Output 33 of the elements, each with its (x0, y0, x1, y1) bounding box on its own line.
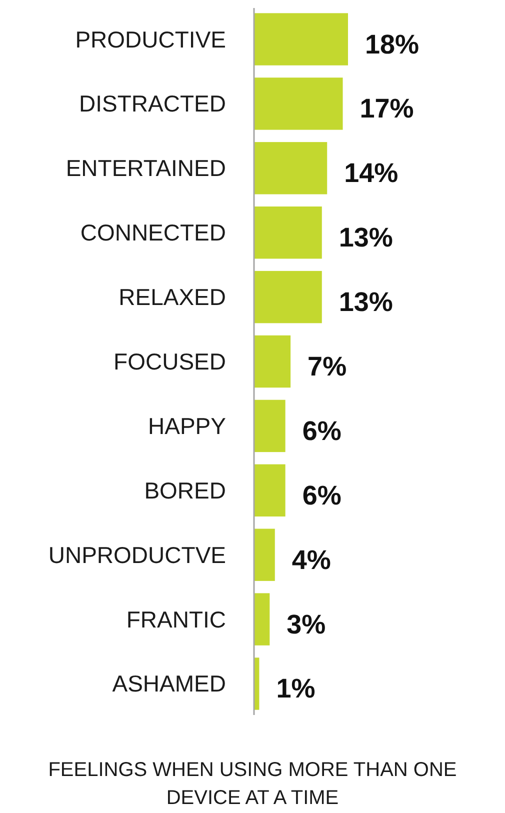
bar (254, 206, 322, 259)
y-tick-label: UNPRODUCTVE (48, 542, 226, 568)
y-tick-label: ENTERTAINED (66, 155, 226, 182)
y-tick-label: RELAXED (118, 284, 226, 310)
y-tick-label: HAPPY (148, 412, 226, 439)
bar (254, 270, 322, 324)
data-label: 13% (338, 287, 393, 318)
bar (254, 464, 286, 516)
bar (254, 142, 328, 194)
bar (254, 13, 348, 66)
text: FEELINGS WHEN USING MORE THAN ONE DEVICE AT A TIME (48, 759, 457, 809)
y-tick-label: ASHAMED (112, 670, 226, 697)
y-tick-label: DISTRACTED (79, 90, 226, 117)
data-label: 1% (276, 674, 316, 704)
data-label: 4% (292, 544, 331, 575)
data-label: 13% (338, 222, 393, 253)
y-tick-label: BORED (144, 477, 226, 504)
data-label: 18% (365, 29, 420, 60)
bar (254, 335, 291, 388)
data-label: 14% (344, 158, 398, 188)
data-label: 17% (360, 94, 414, 124)
data-label: 3% (286, 609, 326, 640)
y-tick-label: CONNECTED (80, 220, 226, 246)
y-tick-label: FOCUSED (114, 348, 226, 374)
y-tick-label: FRANTIC (126, 606, 226, 632)
y-tick-label: PRODUCTIVE (75, 26, 226, 52)
data-label: 7% (308, 352, 347, 382)
bar (254, 78, 343, 130)
data-label: 6% (302, 480, 342, 510)
bar (254, 528, 275, 581)
bar (254, 593, 270, 646)
bar (254, 400, 286, 452)
data-label: 6% (302, 416, 342, 446)
